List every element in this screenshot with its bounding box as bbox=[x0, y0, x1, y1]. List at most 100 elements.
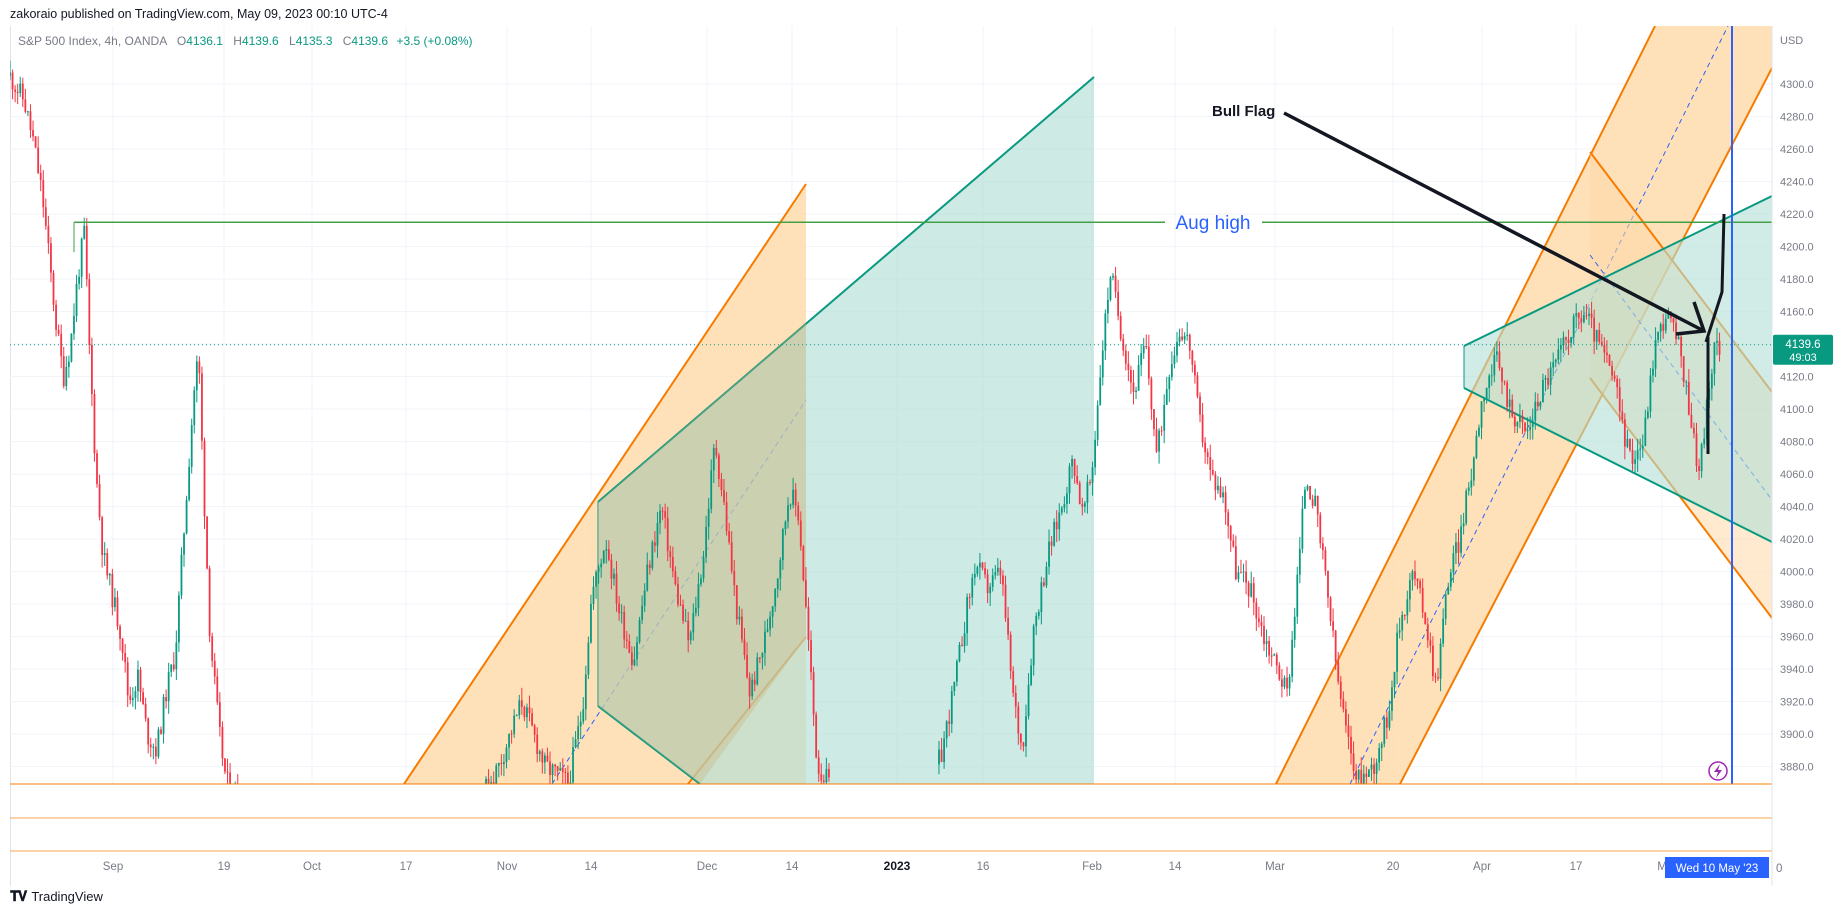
candle-body bbox=[1675, 322, 1677, 340]
price-tick-label: 4300.0 bbox=[1780, 79, 1814, 91]
candle-body bbox=[753, 679, 756, 685]
candle-body bbox=[674, 571, 677, 585]
candle-body bbox=[792, 489, 795, 505]
candle-body bbox=[764, 631, 766, 653]
candle-body bbox=[101, 517, 104, 555]
candle-body bbox=[1465, 490, 1468, 524]
last-price-badge: 4139.649:03 bbox=[1773, 334, 1833, 365]
candle-body bbox=[810, 640, 812, 673]
candle-body bbox=[523, 706, 526, 718]
price-axis[interactable]: USD 3880.0 3900.0 3920.0 3940.0 3960.0 3980.0 4… bbox=[1773, 35, 1833, 774]
candle-body bbox=[98, 483, 101, 518]
candle-body bbox=[485, 778, 487, 784]
candle-body bbox=[1347, 725, 1350, 737]
candle-body bbox=[1654, 339, 1657, 369]
candle-body bbox=[700, 578, 702, 585]
candle-body bbox=[1616, 378, 1619, 388]
candle-body bbox=[1485, 387, 1488, 400]
candle-body bbox=[756, 657, 759, 685]
candle-body bbox=[748, 677, 751, 697]
candle-body bbox=[152, 746, 155, 748]
candle-body bbox=[551, 764, 554, 776]
candle-body bbox=[1536, 401, 1539, 407]
candle-body bbox=[1247, 582, 1250, 597]
candle-body bbox=[1334, 630, 1337, 662]
candle-body bbox=[633, 659, 636, 666]
time-tick-label: Oct bbox=[303, 861, 322, 873]
candle-body bbox=[1252, 583, 1255, 603]
candle-body bbox=[584, 674, 587, 710]
candle-body bbox=[1068, 466, 1071, 494]
candle-body bbox=[1321, 543, 1324, 551]
candle-body bbox=[188, 466, 191, 500]
candle-body bbox=[1383, 717, 1386, 744]
candle-body bbox=[991, 575, 994, 587]
candle-body bbox=[561, 768, 564, 772]
candle-body bbox=[19, 83, 22, 94]
candle-body bbox=[1278, 665, 1281, 680]
candle-body bbox=[1170, 364, 1173, 378]
candle-body bbox=[986, 574, 989, 594]
tradingview-logo[interactable]: 𝐓𝐕 TradingView bbox=[10, 888, 103, 905]
candle-body bbox=[1467, 487, 1470, 491]
candle-body bbox=[687, 620, 690, 641]
candle-body bbox=[1311, 499, 1314, 506]
candle-body bbox=[758, 657, 761, 659]
candle-body bbox=[1032, 626, 1035, 666]
candle-body bbox=[83, 225, 86, 239]
time-tick-label: M bbox=[1657, 861, 1667, 873]
time-tick-label: Apr bbox=[1473, 861, 1491, 873]
candle-body bbox=[1483, 399, 1485, 402]
candle-body bbox=[1173, 355, 1176, 365]
candle-body bbox=[1393, 671, 1396, 688]
candles bbox=[10, 60, 1721, 784]
candle-body bbox=[1119, 315, 1122, 340]
candle-body bbox=[1268, 640, 1271, 656]
candle-body bbox=[1066, 493, 1068, 505]
candle-body bbox=[1703, 438, 1706, 445]
candle-body bbox=[1677, 336, 1680, 340]
candle-body bbox=[1365, 773, 1368, 777]
candle-body bbox=[1437, 677, 1439, 679]
candle-body bbox=[1521, 416, 1524, 423]
candle-body bbox=[224, 758, 226, 772]
candle-body bbox=[597, 567, 600, 572]
candle-body bbox=[679, 604, 682, 606]
candle-body bbox=[973, 573, 976, 578]
candle-body bbox=[1147, 346, 1150, 379]
candle-body bbox=[1316, 495, 1319, 515]
candle-body bbox=[684, 620, 687, 622]
candle-body bbox=[193, 390, 196, 426]
price-tick-label: 3920.0 bbox=[1780, 697, 1814, 709]
candle-body bbox=[728, 530, 731, 543]
candle-body bbox=[34, 136, 37, 148]
candle-body bbox=[1667, 312, 1670, 319]
candle-body bbox=[1562, 337, 1565, 345]
candle-body bbox=[966, 597, 969, 634]
time-axis[interactable]: Sep 19 Oct 17 Nov 14 Dec 14 2023 16 Feb 14 Mar 20 Apr 1… bbox=[103, 857, 1783, 878]
candle-body bbox=[543, 755, 546, 763]
candle-body bbox=[1114, 275, 1117, 292]
candle-body bbox=[154, 746, 157, 757]
candle-body bbox=[602, 550, 605, 564]
candle-body bbox=[641, 605, 644, 620]
candle-body bbox=[741, 616, 743, 640]
candle-body bbox=[172, 664, 175, 670]
candle-body bbox=[789, 504, 792, 506]
candle-body bbox=[1631, 450, 1634, 464]
candle-body bbox=[21, 83, 24, 100]
candle-body bbox=[1565, 337, 1567, 340]
candle-body bbox=[1150, 378, 1153, 410]
candle-body bbox=[774, 589, 777, 607]
cursor-date-trailing: 0 bbox=[1776, 863, 1782, 875]
candle-body bbox=[487, 778, 490, 784]
candle-body bbox=[167, 672, 170, 702]
candle-body bbox=[1657, 331, 1660, 340]
candle-body bbox=[743, 639, 746, 656]
candle-body bbox=[549, 761, 551, 776]
candle-body bbox=[1206, 452, 1209, 457]
candle-body bbox=[689, 632, 692, 641]
candle-body bbox=[1718, 340, 1721, 355]
candle-body bbox=[541, 751, 544, 763]
